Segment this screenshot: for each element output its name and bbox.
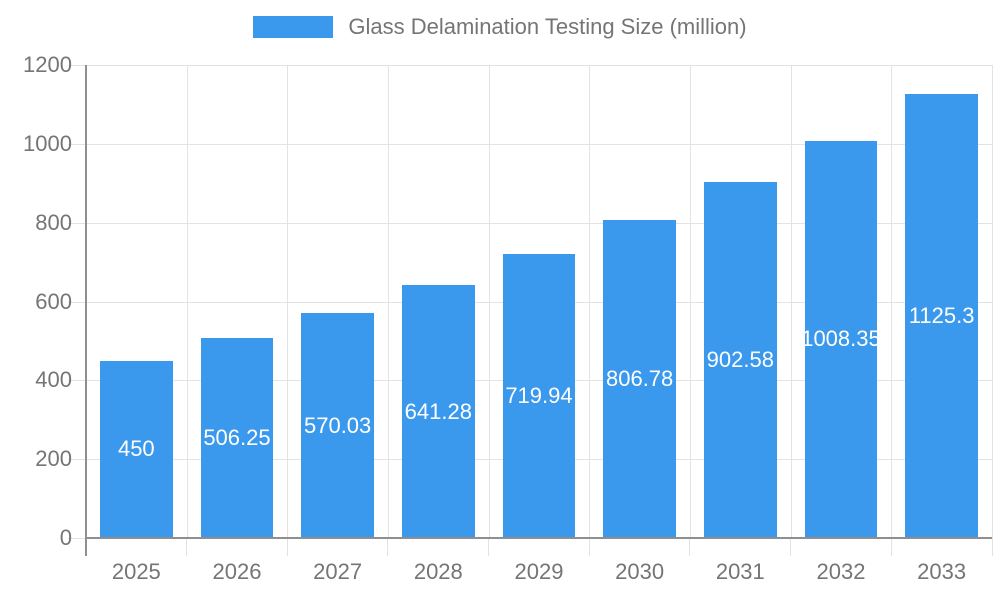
y-axis-label: 1000 [23, 130, 72, 156]
bar-value-label: 506.25 [203, 425, 271, 451]
bar-2026[interactable]: 506.25 [200, 338, 274, 538]
x-tick [890, 538, 892, 556]
x-axis-label: 2025 [111, 559, 161, 584]
bar-2028[interactable]: 641.28 [402, 285, 475, 538]
bar-2032[interactable]: 1008.35 [801, 140, 881, 538]
y-tick [68, 222, 86, 224]
x-axis-label: 2029 [514, 559, 564, 584]
gridline-v [790, 65, 792, 538]
bar-value-label: 450 [117, 436, 155, 462]
x-axis-label: 2032 [816, 559, 866, 584]
gridline-v [488, 65, 490, 538]
legend-swatch [253, 16, 334, 38]
x-tick [689, 538, 691, 556]
gridline-v [589, 65, 591, 538]
y-axis-label: 0 [59, 525, 72, 550]
bar-2029[interactable]: 719.94 [502, 254, 576, 538]
x-axis-label: 2027 [313, 559, 363, 584]
category-cell-2025: 450 2025 [86, 65, 187, 584]
x-tick [790, 538, 792, 556]
gridline-v [186, 65, 188, 538]
x-tick [588, 538, 590, 556]
x-tick [488, 538, 490, 556]
bar-value-label: 902.58 [706, 347, 774, 373]
bar-2033[interactable]: 1125.3 [905, 94, 978, 538]
legend-label: Glass Delamination Testing Size (million… [348, 14, 747, 39]
y-tick [68, 538, 86, 539]
legend[interactable]: Glass Delamination Testing Size (million… [0, 14, 1000, 40]
y-axis-label: 600 [35, 288, 72, 314]
x-axis-label: 2030 [615, 559, 665, 584]
x-axis [86, 537, 992, 539]
y-tick [68, 459, 86, 461]
x-axis-label: 2028 [413, 559, 463, 584]
gridline-h [86, 222, 992, 224]
category-cell-2029: 719.94 2029 [489, 65, 590, 584]
category-cell-2032: 1008.35 2032 [791, 65, 892, 584]
bar-2027[interactable]: 570.03 [301, 313, 374, 538]
category-cell-2031: 902.58 2031 [690, 65, 791, 584]
y-axis-label: 1200 [23, 52, 72, 77]
gridline-v [287, 65, 289, 538]
y-tick [68, 301, 86, 303]
bar-2030[interactable]: 806.78 [603, 220, 676, 538]
bar-value-label: 641.28 [404, 398, 472, 424]
category-cell-2030: 806.78 2030 [589, 65, 690, 584]
x-tick [991, 538, 993, 556]
x-axis-label: 2033 [917, 559, 967, 584]
x-tick [387, 538, 389, 556]
y-axis-label: 200 [35, 446, 72, 472]
x-tick [286, 538, 288, 556]
gridline-h [86, 65, 992, 66]
category-cell-2028: 641.28 2028 [388, 65, 489, 584]
y-tick [68, 65, 86, 66]
y-axis-label: 400 [35, 367, 72, 393]
plot-area: 0 200 400 600 800 1000 1200 450 2025 506.25 2026 57… [23, 54, 993, 584]
x-tick [186, 538, 188, 556]
bar-value-label: 719.94 [505, 383, 573, 409]
category-cell-2026: 506.25 2026 [187, 65, 288, 584]
gridline-v [891, 65, 893, 538]
bar-2025[interactable]: 450 [100, 360, 173, 538]
y-axis-label: 800 [35, 209, 72, 235]
x-axis-label: 2031 [715, 559, 765, 584]
x-axis-label: 2026 [212, 559, 262, 584]
y-axis [85, 65, 87, 556]
gridline-v [992, 65, 993, 538]
category-cell-2033: 1125.3 2033 [891, 65, 992, 584]
gridline-v [387, 65, 389, 538]
bar-value-label: 1008.35 [801, 326, 881, 352]
gridline-h [86, 143, 992, 145]
category-cell-2027: 570.03 2027 [287, 65, 388, 584]
y-tick [68, 380, 86, 382]
bar-2031[interactable]: 902.58 [704, 182, 777, 538]
bar-value-label: 1125.3 [908, 303, 975, 329]
gridline-v [689, 65, 691, 538]
y-tick [68, 143, 86, 145]
bar-value-label: 806.78 [605, 366, 674, 391]
bar-value-label: 570.03 [303, 412, 372, 438]
